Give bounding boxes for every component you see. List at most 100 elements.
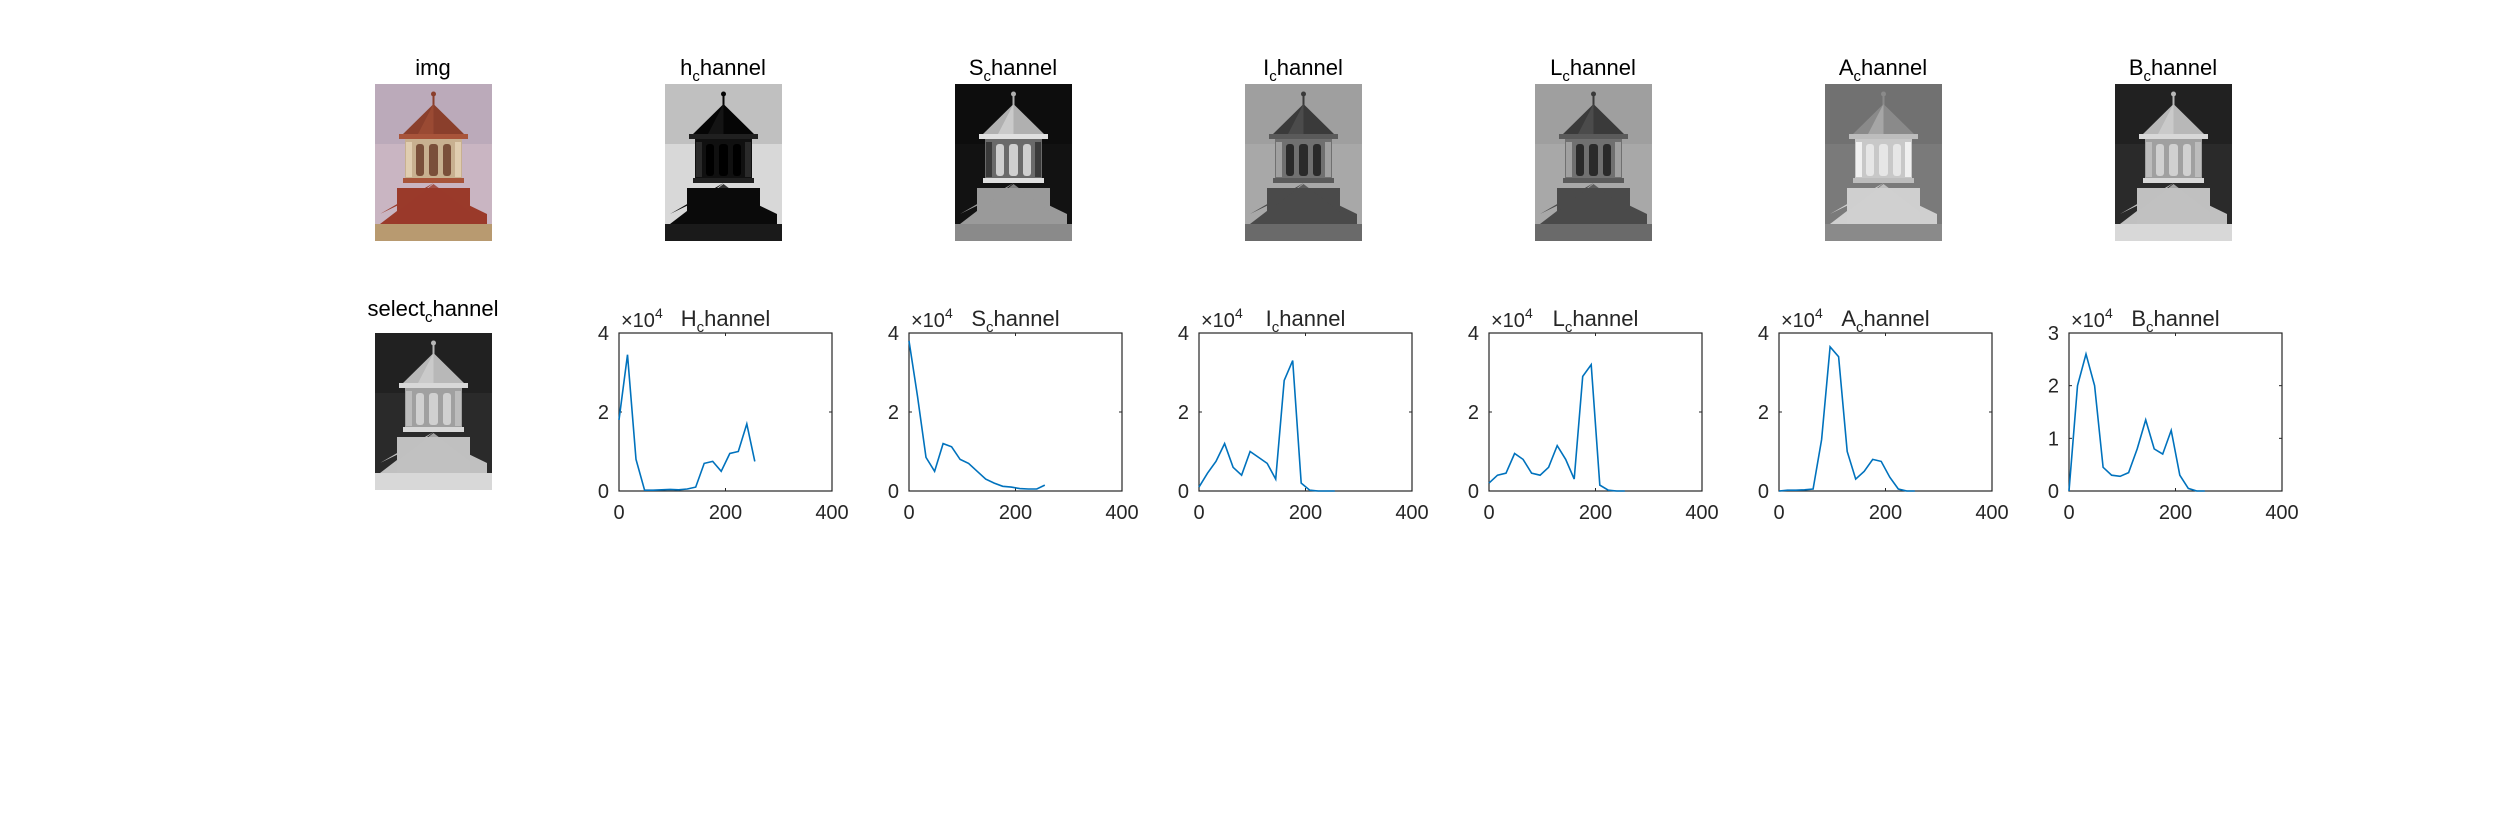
image-title-3-rest: hannel <box>1276 55 1343 80</box>
histogram-title: Hchannel <box>681 306 770 336</box>
title-subscript: c <box>1856 319 1864 336</box>
channel-image-5 <box>1824 84 1942 241</box>
image-title-0-main: img <box>415 55 451 80</box>
y-exponent-label: ×104 <box>2071 305 2113 332</box>
image-title-1-main: h <box>680 55 693 80</box>
histogram-series-line <box>1488 362 1625 492</box>
x-tick-label: 0 <box>903 502 914 524</box>
axes-box <box>2068 332 2283 492</box>
image-title-1-subscript: c <box>692 68 700 85</box>
y-tick-label: 2 <box>1758 402 1769 424</box>
image-title-3-main: I <box>1263 55 1270 80</box>
image-title-5: Achannel <box>1839 55 1928 85</box>
image-title-6-main: B <box>2128 55 2144 80</box>
axes-box <box>1198 332 1413 492</box>
image-title-3-subscript: c <box>1269 68 1277 85</box>
image-title-4: Lchannel <box>1550 55 1636 85</box>
image-title-4-main: L <box>1550 55 1563 80</box>
image-title-5-rest: hannel <box>1861 55 1928 80</box>
exponent-power: 4 <box>1235 305 1243 321</box>
image-title-6-subscript: c <box>2143 68 2152 85</box>
exponent-base: ×10 <box>1491 310 1525 332</box>
y-tick-label: 1 <box>2048 428 2059 450</box>
image-title-2-main: S <box>968 55 984 80</box>
image-title-1: hchannel <box>680 55 766 85</box>
histogram-series-line <box>618 354 756 492</box>
y-tick-label: 0 <box>888 481 899 503</box>
x-tick-label: 200 <box>2159 502 2192 524</box>
title-rest: hannel <box>2154 306 2220 331</box>
y-exponent-label: ×104 <box>911 305 953 332</box>
title-subscript: c <box>2146 319 2154 336</box>
y-exponent-label: ×104 <box>1201 305 1243 332</box>
title-subscript: c <box>1272 319 1280 336</box>
y-exponent-label: ×104 <box>1491 305 1533 332</box>
title-main: H <box>681 306 697 331</box>
histogram-title: Ichannel <box>1266 306 1346 336</box>
y-tick-label: 4 <box>1178 323 1189 345</box>
x-tick-label: 200 <box>999 502 1032 524</box>
select-channel-title: selectchannel <box>367 296 499 326</box>
select-channel-title-subscript: c <box>424 309 433 326</box>
image-title-4-rest: hannel <box>1569 55 1636 80</box>
title-subscript: c <box>697 319 705 336</box>
image-title-5-subscript: c <box>1853 68 1862 85</box>
exponent-power: 4 <box>945 305 953 321</box>
y-tick-label: 4 <box>1758 323 1769 345</box>
histogram-title: Lchannel <box>1553 306 1639 336</box>
channel-image-6 <box>2114 84 2232 241</box>
y-tick-label: 0 <box>1758 481 1769 503</box>
exponent-base: ×10 <box>1201 310 1235 332</box>
select-channel-title-rest: hannel <box>432 296 499 321</box>
histogram-title: Achannel <box>1841 306 1929 336</box>
title-subscript: c <box>986 319 994 336</box>
image-title-1-rest: hannel <box>699 55 766 80</box>
axes-box <box>618 332 833 492</box>
y-tick-label: 2 <box>1468 402 1479 424</box>
y-tick-label: 0 <box>2048 481 2059 503</box>
axes-box <box>908 332 1123 492</box>
x-tick-label: 400 <box>1975 502 2008 524</box>
image-title-2: Schannel <box>968 55 1057 85</box>
image-title-6: Bchannel <box>2128 55 2217 85</box>
exponent-power: 4 <box>1815 305 1823 321</box>
axes-box <box>1778 332 1993 492</box>
x-tick-label: 400 <box>1105 502 1138 524</box>
title-main: B <box>2131 306 2146 331</box>
x-tick-label: 400 <box>815 502 848 524</box>
x-tick-label: 200 <box>1289 502 1322 524</box>
title-main: I <box>1266 306 1272 331</box>
channel-image-1 <box>664 84 782 241</box>
y-tick-label: 2 <box>598 402 609 424</box>
channel-image-2 <box>954 84 1072 241</box>
title-rest: hannel <box>994 306 1060 331</box>
x-tick-label: 400 <box>1395 502 1428 524</box>
y-tick-label: 2 <box>1178 402 1189 424</box>
select-channel-title-main: select <box>367 296 425 321</box>
x-tick-label: 0 <box>2063 502 2074 524</box>
title-main: S <box>971 306 986 331</box>
exponent-power: 4 <box>1525 305 1533 321</box>
x-tick-label: 400 <box>1685 502 1718 524</box>
exponent-power: 4 <box>655 305 663 321</box>
exponent-base: ×10 <box>2071 310 2105 332</box>
image-title-4-subscript: c <box>1562 68 1570 85</box>
y-tick-label: 4 <box>888 323 899 345</box>
y-tick-label: 0 <box>1178 481 1189 503</box>
y-tick-label: 3 <box>2048 323 2059 345</box>
y-tick-label: 2 <box>2048 376 2059 398</box>
title-main: L <box>1553 306 1565 331</box>
histogram-series-line <box>908 340 1046 490</box>
exponent-base: ×10 <box>621 310 655 332</box>
exponent-base: ×10 <box>1781 310 1815 332</box>
channel-image-0 <box>374 84 492 241</box>
title-main: A <box>1841 306 1856 331</box>
histogram-title: Schannel <box>971 306 1059 336</box>
image-title-2-subscript: c <box>983 68 992 85</box>
channel-image-3 <box>1244 84 1362 241</box>
